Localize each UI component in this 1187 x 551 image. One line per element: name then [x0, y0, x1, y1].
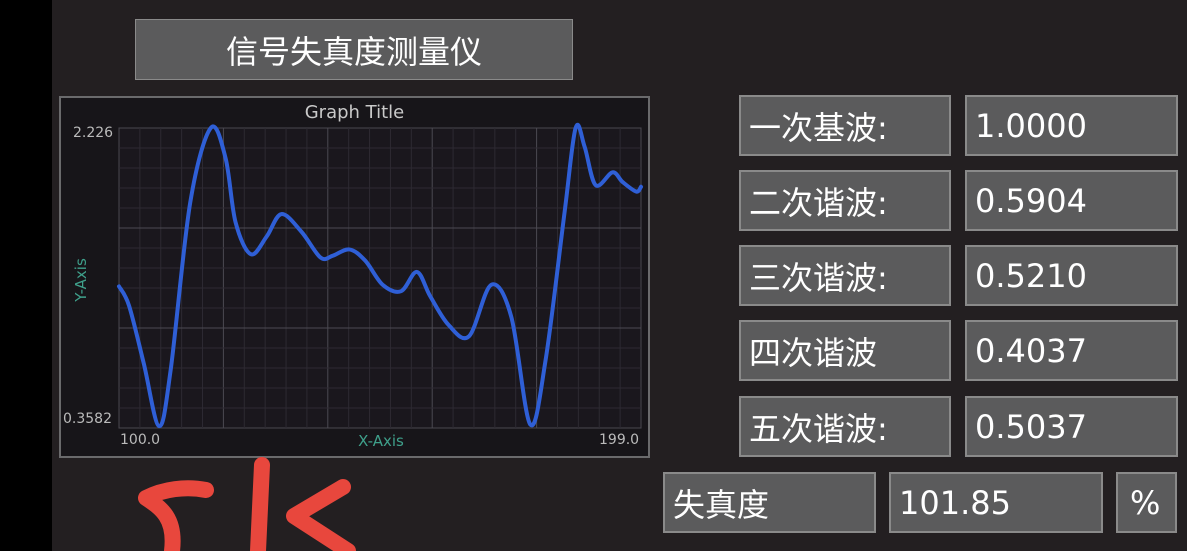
waveform-graph: Graph Title Y-Axis X-Axis 2.226 0.3582 1…	[59, 96, 650, 458]
harmonic-4-label: 四次谐波	[739, 320, 951, 381]
x-min-tick-label: 100.0	[120, 432, 161, 448]
harmonic-3-label: 三次谐波:	[739, 245, 951, 306]
distortion-value: 101.85	[889, 472, 1103, 533]
harmonic-1-value: 1.0000	[965, 95, 1178, 156]
app-title-button[interactable]: 信号失真度测量仪	[135, 19, 573, 80]
graph-canvas	[117, 122, 643, 429]
harmonic-4-value: 0.4037	[965, 320, 1178, 381]
waveform-line	[117, 122, 643, 429]
x-max-tick-label: 199.0	[599, 432, 640, 448]
harmonic-1-label: 一次基波:	[739, 95, 951, 156]
y-min-tick-label: 0.3582	[63, 411, 112, 427]
harmonic-3-value: 0.5210	[965, 245, 1178, 306]
plot-area	[118, 127, 642, 429]
graph-title: Graph Title	[304, 102, 405, 123]
distortion-label: 失真度	[663, 472, 876, 533]
y-max-tick-label: 2.226	[73, 125, 114, 141]
harmonic-5-value: 0.5037	[965, 396, 1178, 457]
x-axis-label: X-Axis	[358, 432, 404, 450]
harmonic-2-value: 0.5904	[965, 170, 1178, 231]
red-handwritten-marks	[138, 457, 356, 551]
left-window-edge	[0, 0, 52, 551]
harmonic-2-label: 二次谐波:	[739, 170, 951, 231]
y-axis-label: Y-Axis	[72, 258, 90, 302]
harmonic-5-label: 五次谐波:	[739, 396, 951, 457]
distortion-unit: %	[1116, 472, 1177, 533]
